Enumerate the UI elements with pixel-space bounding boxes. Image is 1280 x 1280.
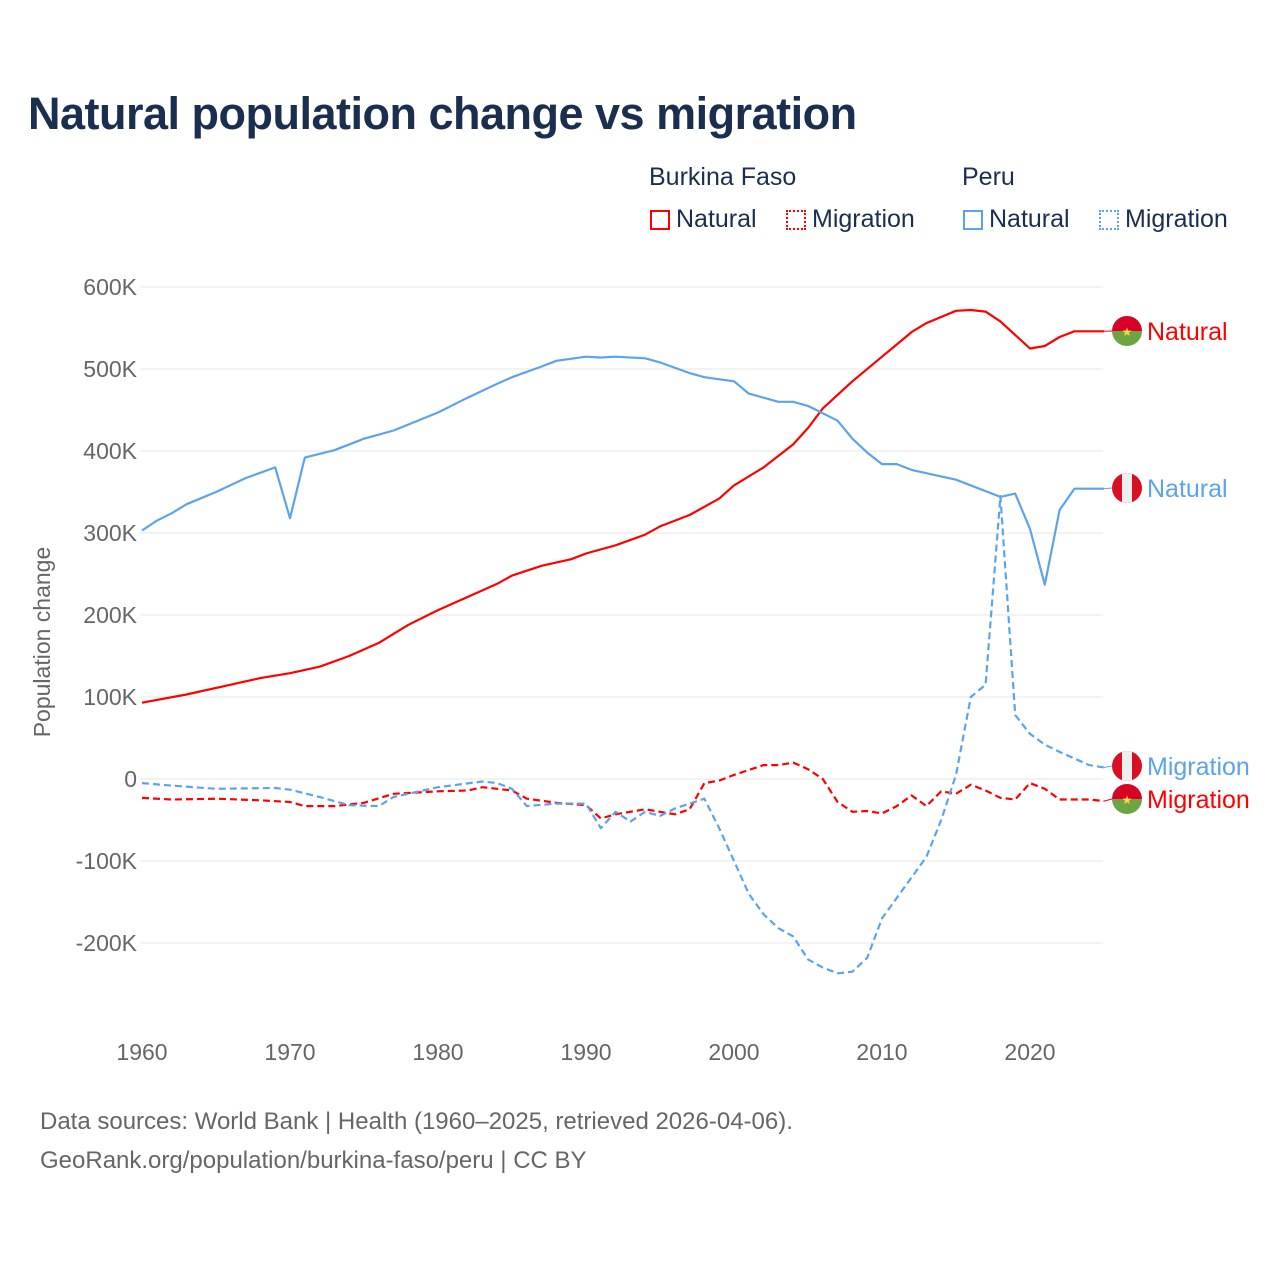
- y-tick-label: 500K: [83, 356, 137, 382]
- series-line-peru-migration: [141, 495, 1105, 975]
- y-tick-label: -200K: [76, 930, 138, 956]
- flag-green: [1112, 331, 1142, 346]
- flag-body: [1112, 473, 1142, 503]
- series-line-peru-natural: [141, 355, 1104, 586]
- legend-label: Natural: [676, 205, 757, 233]
- gridlines: [140, 286, 1103, 944]
- chart-title: Natural population change vs migration: [28, 88, 857, 139]
- legend-label: Migration: [1125, 205, 1228, 233]
- footer-link[interactable]: GeoRank.org/population/burkina-faso/peru…: [40, 1147, 587, 1174]
- y-axis-ticks: 600K 500K 400K 300K 200K 100K 0 -100K -200K: [76, 274, 138, 956]
- flag-peru-icon: [1112, 473, 1142, 503]
- series-line-burkina-faso-migration: [141, 761, 1105, 820]
- legend-swatch-dotted: [786, 209, 806, 230]
- x-tick-label: 1990: [560, 1039, 611, 1065]
- legend-label: Natural: [989, 205, 1070, 233]
- end-label-text: Migration: [1147, 786, 1250, 814]
- flag-body: ★: [1112, 784, 1142, 814]
- x-tick-label: 1960: [116, 1039, 167, 1065]
- flag-burkina-faso-icon: ★: [1112, 784, 1142, 814]
- x-tick-label: 1970: [264, 1039, 315, 1065]
- end-label-text: Natural: [1147, 318, 1228, 346]
- end-label-connector: [1103, 765, 1113, 769]
- x-tick-label: 1980: [412, 1039, 463, 1065]
- y-axis-label: Population change: [29, 547, 55, 738]
- legend-peru-migration[interactable]: Migration: [1099, 205, 1228, 234]
- legend-swatch-solid: [963, 209, 983, 230]
- end-label-connector: [1103, 798, 1113, 802]
- y-tick-label: 200K: [83, 602, 137, 628]
- flag-red: [1112, 784, 1142, 799]
- flag-burkina-faso-icon: ★: [1112, 316, 1142, 346]
- y-tick-label: -100K: [76, 848, 138, 874]
- flag-body: ★: [1112, 316, 1142, 346]
- footer-sources: Data sources: World Bank | Health (1960–…: [40, 1108, 793, 1135]
- y-tick-label: 300K: [83, 520, 137, 546]
- flag-white: [1122, 751, 1132, 781]
- series-lines: [141, 308, 1105, 975]
- legend-burkina-natural[interactable]: Natural: [650, 205, 757, 234]
- flag-peru-icon: [1112, 751, 1142, 781]
- y-tick-label: 600K: [83, 274, 137, 300]
- flag-star: ★: [1122, 325, 1133, 339]
- x-tick-label: 2000: [708, 1039, 759, 1065]
- y-tick-label: 100K: [83, 684, 137, 710]
- flag-white: [1122, 473, 1132, 503]
- legend-burkina-migration[interactable]: Migration: [786, 205, 915, 234]
- legend-swatch-solid: [650, 209, 670, 230]
- y-tick-label: 400K: [83, 438, 137, 464]
- flag-body: [1112, 751, 1142, 781]
- series-line-burkina-faso-natural: [141, 308, 1104, 704]
- legend-peru-natural[interactable]: Natural: [963, 205, 1070, 234]
- end-label-connector: [1103, 487, 1113, 490]
- flag-star: ★: [1122, 793, 1133, 807]
- y-tick-label: 0: [124, 766, 137, 792]
- flag-red: [1112, 316, 1142, 331]
- legend-label: Migration: [812, 205, 915, 233]
- x-axis-ticks: 1960 1970 1980 1990 2000 2010 2020: [116, 1039, 1055, 1065]
- flag-green: [1112, 799, 1142, 814]
- legend-group-peru: Peru: [962, 163, 1015, 191]
- end-label-text: Migration: [1147, 753, 1250, 781]
- legend-swatch-dotted: [1099, 209, 1119, 230]
- x-tick-label: 2010: [856, 1039, 907, 1065]
- end-label-text: Natural: [1147, 475, 1228, 503]
- legend-group-burkina-faso: Burkina Faso: [649, 163, 797, 191]
- end-labels: ★ Natural Natural Migration ★ Migration: [1103, 316, 1250, 814]
- x-tick-label: 2020: [1004, 1039, 1055, 1065]
